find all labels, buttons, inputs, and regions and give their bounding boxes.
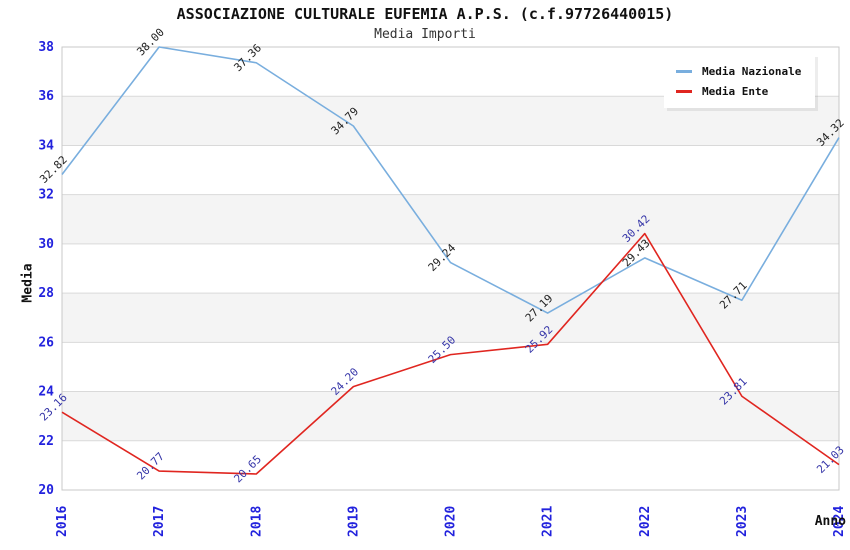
y-tick-label: 38 [38,40,54,55]
legend-item-media-ente: Media Ente [676,81,801,101]
legend-label-nazionale: Media Nazionale [702,64,802,78]
x-tick-label: 2016 [55,506,70,537]
legend: Media Nazionale Media Ente [664,54,816,108]
y-tick-label: 36 [38,89,54,104]
chart-subtitle: Media Importi [374,27,476,42]
y-tick-label: 24 [38,385,54,400]
x-tick-label: 2021 [541,506,556,537]
plot-stripe [62,194,839,244]
y-tick-label: 22 [38,434,54,449]
x-tick-label: 2017 [152,506,167,537]
x-tick-label: 2023 [735,506,750,537]
x-axis-title: Anno [814,514,846,529]
y-tick-label: 30 [38,237,54,252]
legend-label-ente: Media Ente [702,84,769,98]
x-tick-label: 2020 [444,506,459,537]
plot-stripe [62,391,839,441]
point-label: 37.36 [231,42,264,75]
point-label: 20.65 [231,453,264,486]
plot-stripe [62,293,839,343]
point-label: 21.03 [814,443,847,476]
y-axis-title: Media [20,263,36,303]
y-tick-label: 32 [38,188,54,203]
plot-border [61,46,840,491]
series-line-media-ente [61,232,840,475]
y-tick-label: 34 [38,138,54,153]
x-tick-label: 2019 [346,506,361,537]
x-tick-label: 2024 [832,506,847,537]
legend-item-media-nazionale: Media Nazionale [676,61,801,81]
legend-line-swatch-nazionale [676,69,692,73]
x-tick-label: 2022 [638,506,653,537]
point-label: 20.77 [134,450,167,483]
y-tick-label: 28 [38,286,54,301]
point-label: 29.24 [426,241,459,274]
legend-line-swatch-ente [676,89,692,93]
chart-title: ASSOCIAZIONE CULTURALE EUFEMIA A.P.S. (c… [176,5,674,23]
y-tick-label: 20 [38,483,54,498]
series-line-media-nazionale [61,46,840,314]
x-tick-label: 2018 [249,506,264,537]
y-tick-label: 26 [38,335,54,350]
